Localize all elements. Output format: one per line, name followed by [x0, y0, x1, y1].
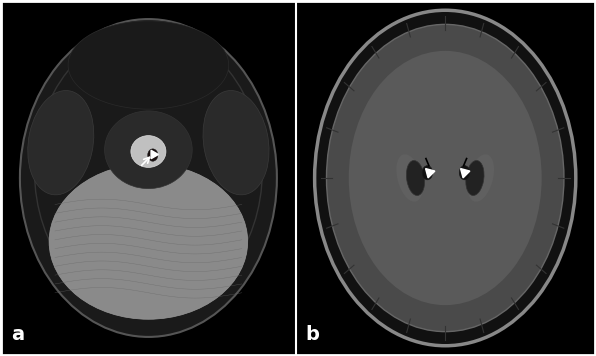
- Ellipse shape: [49, 164, 248, 319]
- Ellipse shape: [327, 24, 564, 332]
- Ellipse shape: [104, 111, 192, 189]
- Ellipse shape: [68, 21, 229, 109]
- Ellipse shape: [349, 51, 542, 305]
- Ellipse shape: [468, 154, 494, 202]
- Ellipse shape: [148, 149, 158, 161]
- Ellipse shape: [203, 90, 269, 195]
- Ellipse shape: [315, 10, 576, 346]
- Ellipse shape: [465, 161, 484, 195]
- Ellipse shape: [422, 166, 433, 180]
- Ellipse shape: [20, 19, 277, 337]
- Ellipse shape: [396, 154, 423, 202]
- Text: b: b: [306, 325, 319, 345]
- Ellipse shape: [28, 90, 94, 195]
- Ellipse shape: [460, 166, 470, 180]
- Ellipse shape: [35, 30, 262, 312]
- Text: a: a: [11, 325, 24, 345]
- Ellipse shape: [406, 161, 425, 195]
- Ellipse shape: [131, 136, 166, 167]
